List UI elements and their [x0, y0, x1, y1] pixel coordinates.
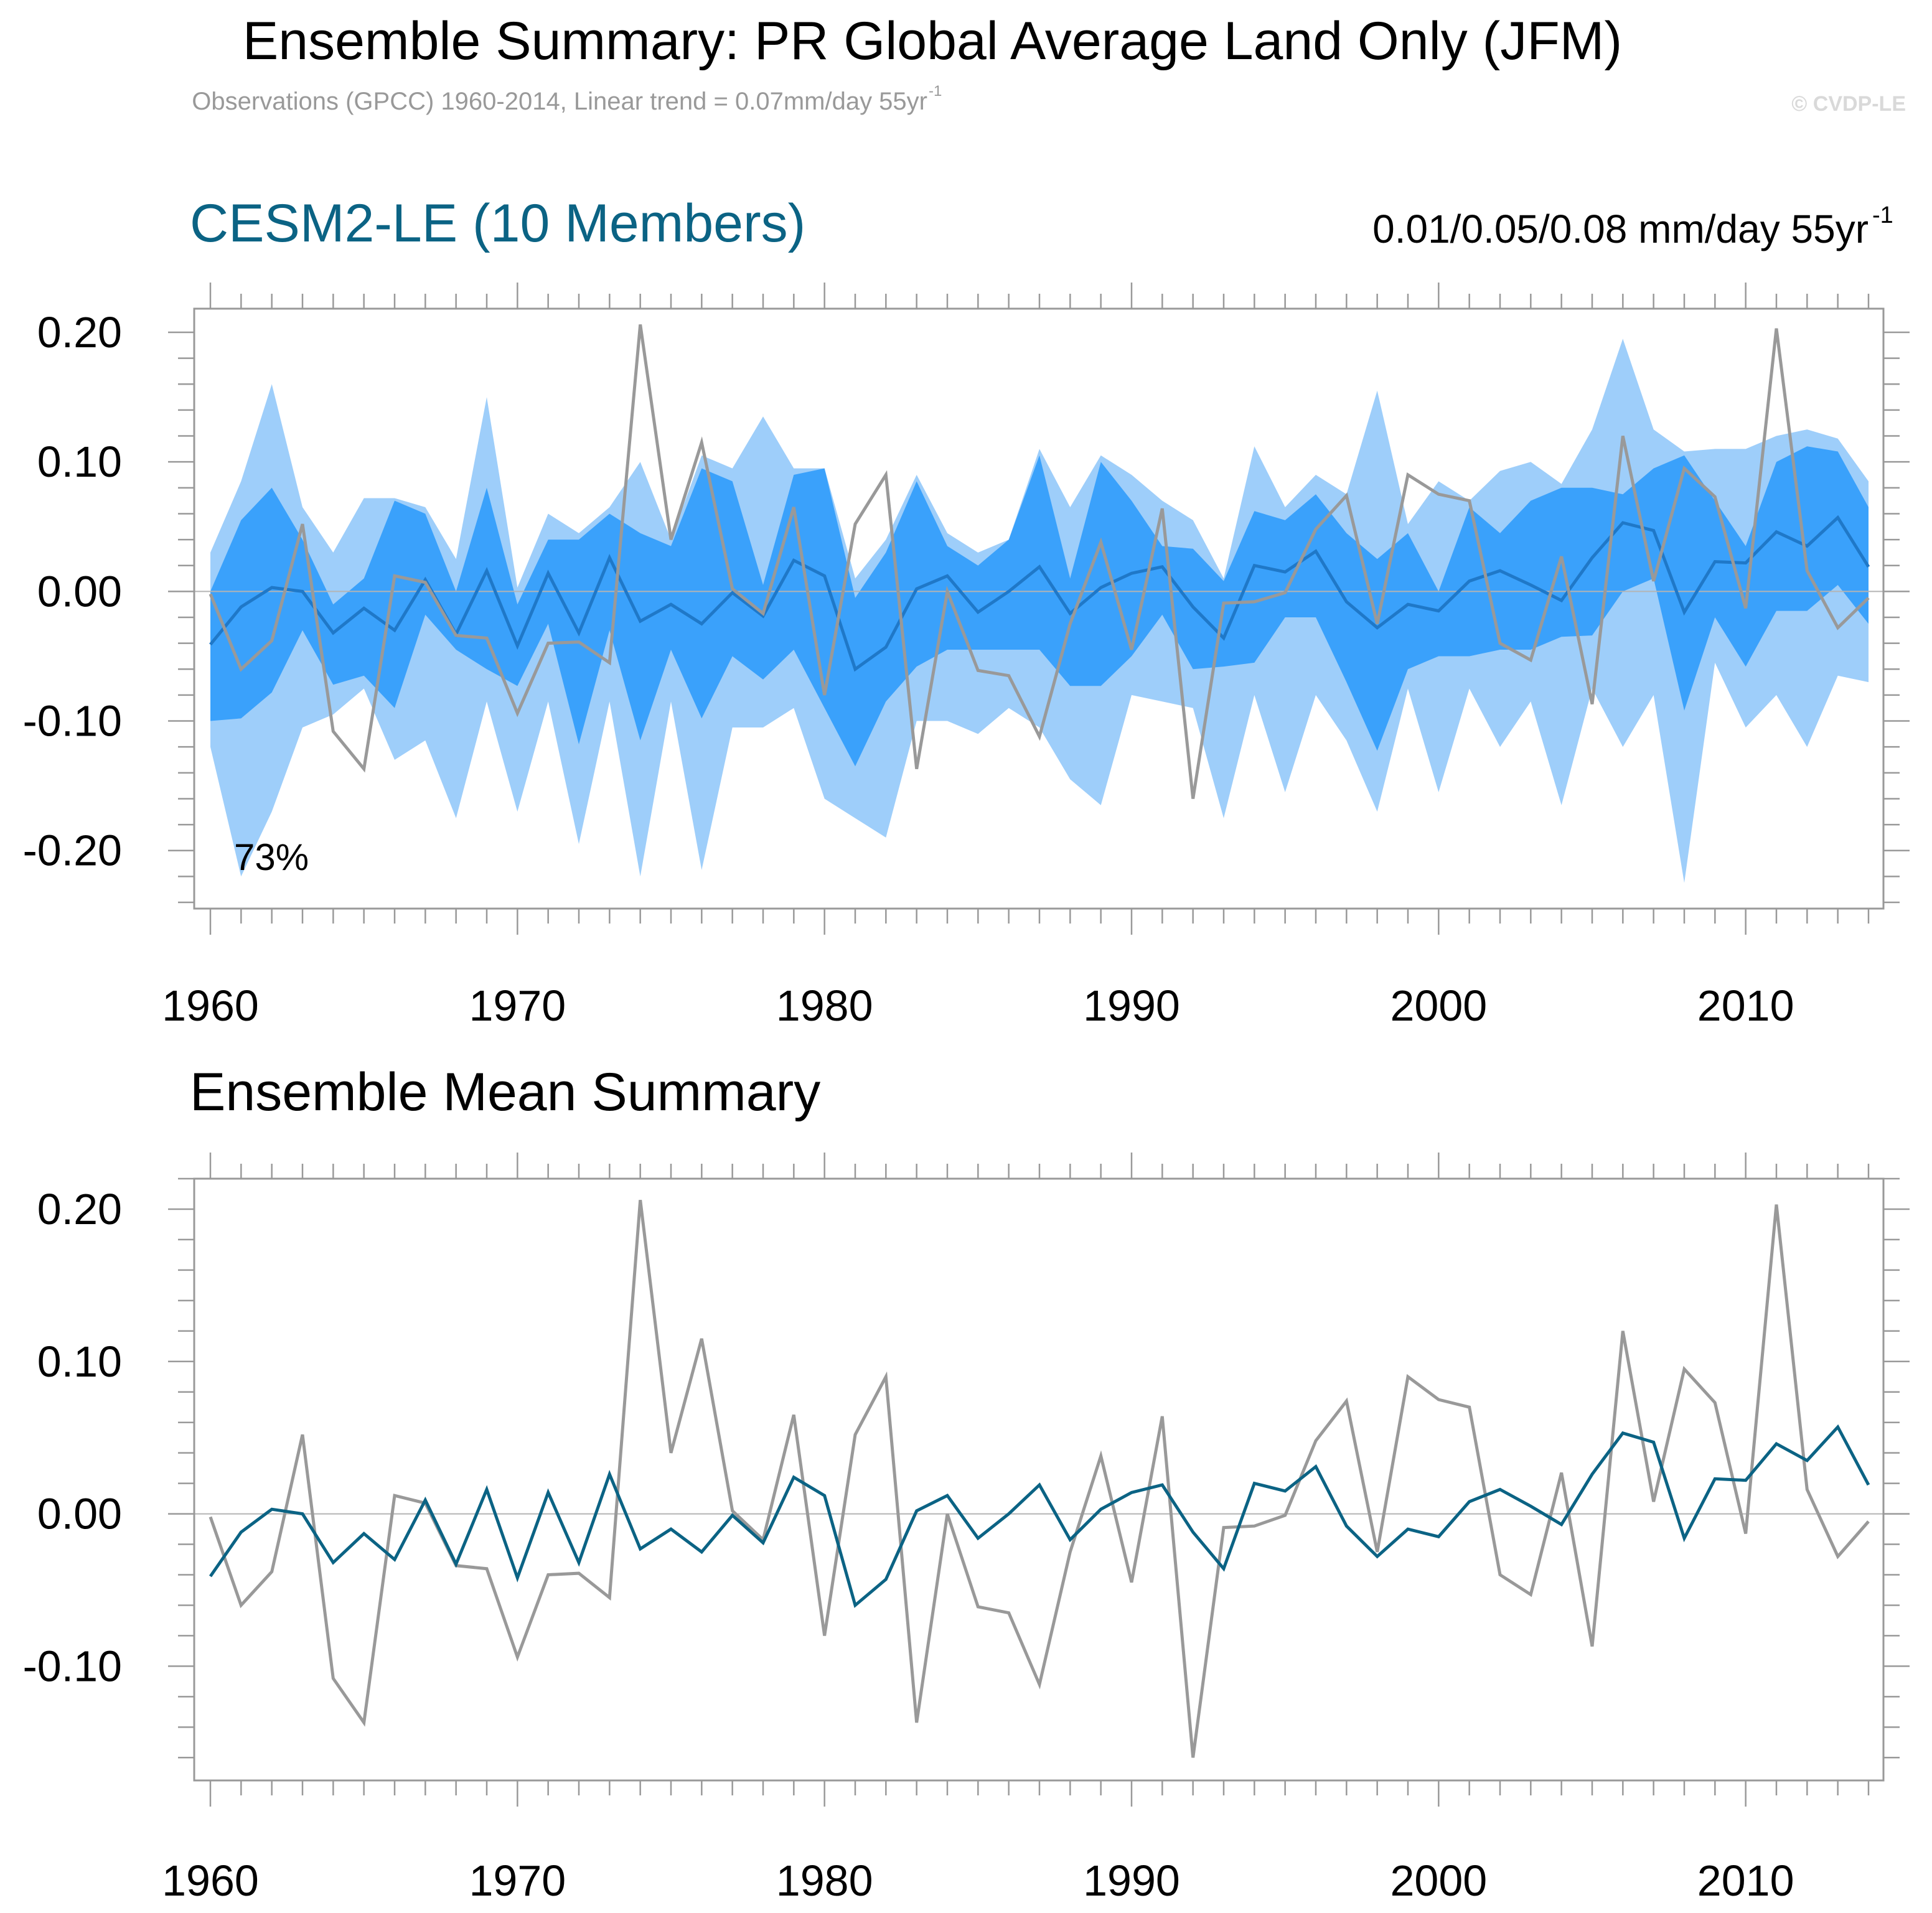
y-tick-label: 0.20: [37, 1185, 122, 1233]
x-tick-label: 1990: [1083, 1856, 1180, 1905]
top-panel: 1960 1970 1980 1990 2000 2010 0.20 0.10 0.00 -0.1…: [22, 283, 1910, 1030]
figure-subtitle-superscript: -1: [929, 83, 942, 100]
percent-label: 73%: [234, 836, 309, 878]
y-tick-label: 0.00: [37, 567, 122, 615]
observations-line: [209, 324, 1870, 799]
x-tick-label: 1970: [469, 981, 566, 1030]
top-panel-trend-text: 0.01/0.05/0.08 mm/day 55yr: [1372, 207, 1869, 251]
copyright-watermark: © CVDP-LE: [1791, 92, 1906, 116]
x-tick-label: 2000: [1390, 1856, 1487, 1905]
y-tick-label: 0.20: [37, 308, 122, 357]
y-tick-label: 0.10: [37, 437, 122, 486]
bottom-panel: 1960 1970 1980 1990 2000 2010 0.20 0.10 0.00 -0.1…: [22, 1153, 1910, 1905]
bottom-panel-title: Ensemble Mean Summary: [190, 1062, 820, 1122]
x-tick-label: 1960: [162, 981, 259, 1030]
x-tick-label: 1980: [776, 981, 873, 1030]
y-tick-label: -0.10: [22, 1642, 122, 1690]
figure-title: Ensemble Summary: PR Global Average Land…: [243, 11, 1622, 71]
ensemble-mean-line: [209, 1424, 1870, 1608]
y-tick-label: -0.20: [22, 826, 122, 875]
series-lines: [209, 324, 1870, 799]
axes: 1960 1970 1980 1990 2000 2010 0.20 0.10 0.00 -0.1…: [22, 1153, 1910, 1905]
y-tick-label: 0.00: [37, 1490, 122, 1538]
x-tick-label: 1980: [776, 1856, 873, 1905]
ensemble-mean-line: [209, 515, 1870, 672]
x-tick-label: 1960: [162, 1856, 259, 1905]
series-lines: [209, 1199, 1870, 1758]
top-panel-trend-superscript: -1: [1872, 202, 1893, 228]
y-tick-label: 0.10: [37, 1337, 122, 1386]
x-tick-label: 1970: [469, 1856, 566, 1905]
axes: 1960 1970 1980 1990 2000 2010 0.20 0.10 0.00 -0.1…: [22, 283, 1910, 1030]
top-panel-model-label: CESM2-LE (10 Members): [190, 194, 805, 253]
x-tick-label: 2010: [1697, 981, 1794, 1030]
x-tick-label: 1990: [1083, 981, 1180, 1030]
figure-subtitle: Observations (GPCC) 1960-2014, Linear tr…: [192, 88, 927, 115]
y-tick-label: -0.10: [22, 697, 122, 746]
plot-frame: [193, 1177, 1885, 1782]
observations-line: [209, 1199, 1870, 1758]
spread-bands: [210, 339, 1869, 883]
x-tick-label: 2010: [1697, 1856, 1794, 1905]
x-tick-label: 2000: [1390, 981, 1487, 1030]
inner-spread-band: [210, 446, 1869, 767]
